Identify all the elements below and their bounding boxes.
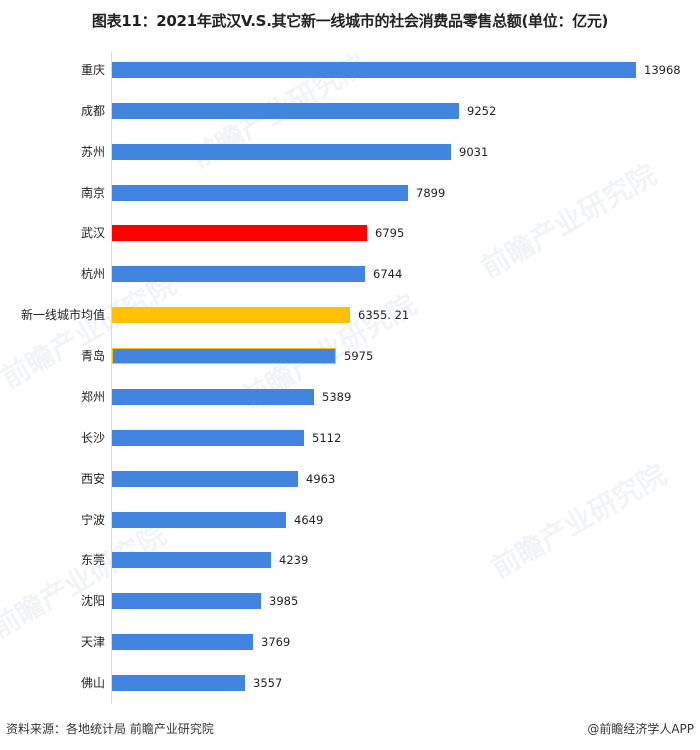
bar-row: 武汉 6795 [0,223,700,243]
bar-row: 西安 4963 [0,469,700,489]
bar-row: 宁波 4649 [0,510,700,530]
value-label: 4239 [279,553,309,568]
bar-row: 杭州 6744 [0,264,700,284]
category-label: 南京 [80,185,105,200]
bar [112,143,451,160]
category-label: 成都 [80,103,105,118]
value-label: 4649 [294,512,324,527]
category-label: 宁波 [80,512,105,527]
value-label: 3557 [253,676,283,691]
value-label: 6744 [373,267,403,282]
category-label: 佛山 [80,676,105,691]
source-note: 资料来源：各地统计局 前瞻产业研究院 [6,722,214,736]
bar [112,552,271,569]
bar-row: 苏州 9031 [0,142,700,162]
category-label: 东莞 [80,553,105,568]
value-label: 3985 [269,594,299,609]
bar-row: 青岛 5975 [0,346,700,366]
value-label: 5389 [322,389,352,404]
bar [112,307,350,324]
y-axis-line [111,52,112,704]
bar-row: 长沙 5112 [0,428,700,448]
watermark: 前瞻产业研究院 [0,518,172,645]
value-label: 9252 [467,103,497,118]
bar [112,184,408,201]
bar [112,634,253,651]
value-label: 4963 [306,471,336,486]
chart-title: 图表11：2021年武汉V.S.其它新一线城市的社会消费品零售总额(单位：亿元) [91,12,609,30]
bar [112,348,336,365]
value-label: 3769 [261,635,291,650]
category-label: 郑州 [80,389,105,404]
category-label: 西安 [80,471,105,486]
credit-note: @前瞻经济学人APP [587,722,694,736]
category-label: 天津 [80,635,105,650]
bar [112,511,286,528]
category-label: 新一线城市均值 [20,308,105,323]
value-label: 5112 [312,430,342,445]
category-label: 杭州 [80,267,105,282]
bar-row: 郑州 5389 [0,387,700,407]
value-label: 13968 [644,63,681,77]
category-label: 沈阳 [80,594,105,609]
category-label: 青岛 [80,349,105,364]
bar [112,225,367,242]
category-label: 重庆 [80,63,105,77]
bar-row: 新一线城市均值 6355. 21 [0,305,700,325]
bar-row: 南京 7899 [0,183,700,203]
value-label: 6795 [375,226,405,241]
value-label: 7899 [416,185,446,200]
bar [112,675,245,692]
category-label: 苏州 [80,144,105,159]
bar-row: 成都 9252 [0,101,700,121]
bar [112,102,459,119]
bar-row: 重庆 13968 [0,60,700,80]
bar [112,266,365,283]
bar [112,470,298,487]
bar-row: 天津 3769 [0,632,700,652]
value-label: 6355. 21 [358,308,410,323]
bar [112,429,304,446]
value-label: 9031 [459,144,489,159]
bar [112,62,636,78]
category-label: 长沙 [80,430,105,445]
bar [112,388,314,405]
bar [112,593,261,610]
value-label: 5975 [344,349,374,364]
bar-row: 佛山 3557 [0,673,700,693]
category-label: 武汉 [80,226,105,241]
bar-row: 沈阳 3985 [0,591,700,611]
bar-row: 东莞 4239 [0,550,700,570]
